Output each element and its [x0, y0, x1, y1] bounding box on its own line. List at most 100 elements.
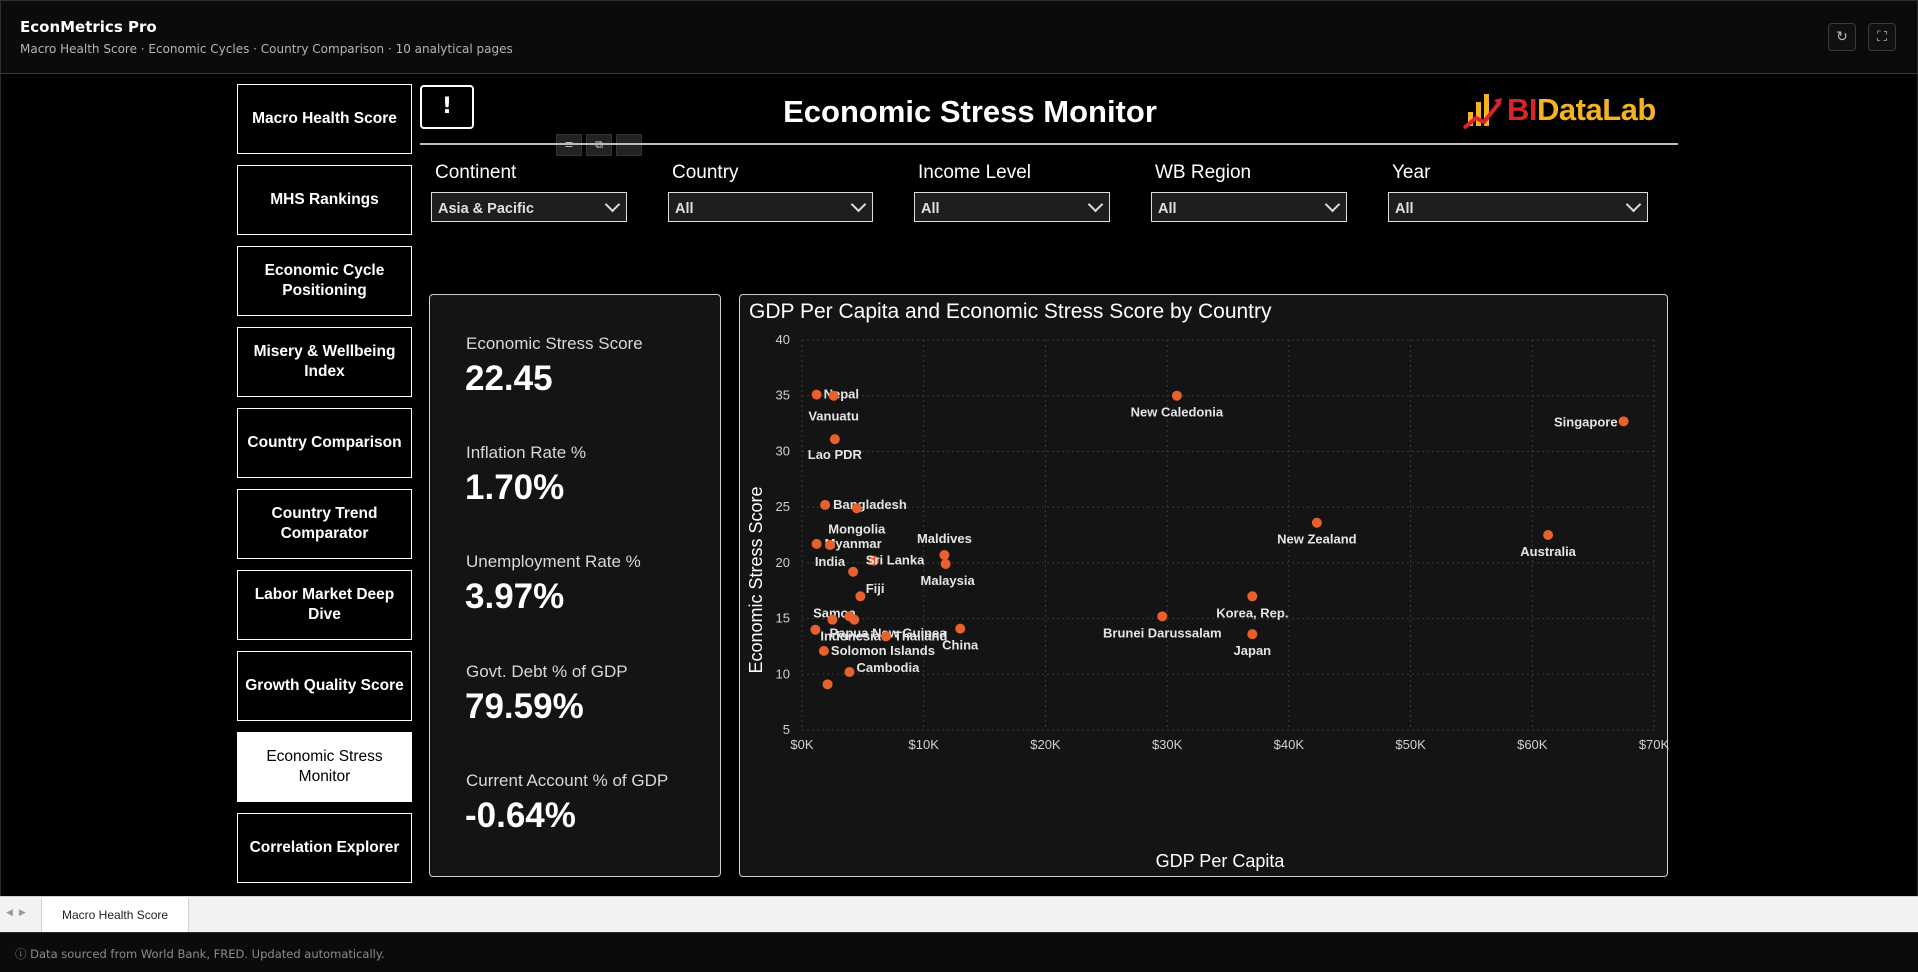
y-tick-label: 25: [776, 499, 790, 514]
x-tick-label: $0K: [790, 737, 813, 752]
focus-mode-icon[interactable]: ⧉: [586, 134, 612, 156]
kpi-label-current-account: Current Account % of GDP: [466, 771, 669, 790]
x-tick-label: $30K: [1152, 737, 1183, 752]
scatter-point[interactable]: [1247, 591, 1258, 602]
nav-button-misery-wellbeing-index[interactable]: Misery & Wellbeing Index: [237, 327, 412, 397]
filter-icon[interactable]: ≡: [556, 134, 582, 156]
kpi-label-unemployment: Unemployment Rate %: [466, 552, 641, 571]
point-label: Maldives: [917, 531, 972, 546]
scatter-point[interactable]: [1247, 629, 1258, 640]
scatter-point[interactable]: [848, 566, 859, 577]
nav-button-labor-market-deep-dive[interactable]: Labor Market Deep Dive: [237, 570, 412, 640]
scatter-chart-panel[interactable]: GDP Per Capita and Economic Stress Score…: [739, 294, 1669, 877]
scatter-point[interactable]: [829, 434, 840, 445]
kpi-value-stress-score: 22.45: [465, 359, 553, 398]
point-label: Indonesia: [820, 629, 881, 644]
kpi-value-current-account: -0.64%: [465, 796, 576, 835]
fullscreen-icon: ⛶: [1877, 29, 1887, 45]
scatter-point[interactable]: [939, 550, 950, 561]
nav-button-country-trend-comparator[interactable]: Country Trend Comparator: [237, 489, 412, 559]
kpi-panel: Economic Stress Score 22.45 Inflation Ra…: [429, 294, 721, 877]
scatter-point[interactable]: [880, 631, 891, 642]
scatter-point[interactable]: [810, 624, 821, 635]
scatter-point[interactable]: [1618, 416, 1629, 427]
point-label: Mongolia: [828, 521, 886, 536]
page-title: Economic Stress Monitor: [783, 94, 1157, 129]
nav-button-economic-stress-monitor[interactable]: Economic Stress Monitor: [237, 732, 412, 802]
y-tick-label: 30: [776, 443, 790, 458]
nav-button-macro-health-score[interactable]: Macro Health Score: [237, 84, 412, 154]
scatter-point[interactable]: [811, 538, 822, 549]
scatter-point[interactable]: [824, 540, 835, 551]
filter-dropdown-income-level[interactable]: All: [914, 192, 1110, 222]
x-tick-label: $60K: [1517, 737, 1548, 752]
scatter-point[interactable]: [1171, 390, 1182, 401]
y-tick-label: 40: [776, 332, 790, 347]
more-options-icon[interactable]: ···: [616, 134, 642, 156]
x-axis-label: GDP Per Capita: [1156, 851, 1286, 871]
footer: ⓘ Data sourced from World Bank, FRED. Up…: [0, 932, 1918, 972]
chart-grid: [801, 339, 1655, 731]
point-label: Cambodia: [856, 660, 920, 675]
filter-label-country: Country: [672, 162, 739, 183]
nav-button-economic-cycle-positioning[interactable]: Economic Cycle Positioning: [237, 246, 412, 316]
nav-button-correlation-explorer[interactable]: Correlation Explorer: [237, 813, 412, 883]
y-tick-label: 5: [783, 722, 790, 737]
scatter-point[interactable]: [828, 390, 839, 401]
kpi-value-govt-debt: 79.59%: [465, 687, 584, 726]
point-label: Lao PDR: [808, 447, 863, 462]
scatter-point[interactable]: [844, 667, 855, 678]
scatter-point[interactable]: [868, 555, 879, 566]
filter-label-income-level: Income Level: [918, 162, 1032, 183]
alert-button[interactable]: !: [420, 85, 474, 129]
point-label: Brunei Darussalam: [1103, 625, 1222, 640]
refresh-icon: ↻: [1836, 29, 1848, 45]
refresh-button[interactable]: ↻: [1828, 23, 1856, 51]
tab-macro-health-score[interactable]: Macro Health Score: [41, 897, 190, 933]
scatter-point[interactable]: [1543, 530, 1554, 540]
filter-value-country: All: [675, 201, 694, 217]
point-label: New Caledonia: [1131, 405, 1224, 420]
filter-dropdown-country[interactable]: All: [668, 192, 873, 222]
filter-dropdown-continent[interactable]: Asia & Pacific: [431, 192, 627, 222]
scatter-point[interactable]: [940, 558, 951, 569]
point-label: China: [942, 638, 979, 653]
nav-button-mhs-rankings[interactable]: MHS Rankings: [237, 165, 412, 235]
scatter-point[interactable]: [855, 591, 866, 602]
point-label: Malaysia: [921, 573, 976, 588]
filter-label-year: Year: [1392, 162, 1431, 183]
scatter-point[interactable]: [955, 623, 966, 634]
filter-dropdown-wb-region[interactable]: All: [1151, 192, 1347, 222]
tab-scroll-arrows[interactable]: ◀▶: [6, 908, 32, 918]
app-header: EconMetrics Pro Macro Health Score · Eco…: [0, 0, 1918, 74]
scatter-point[interactable]: [820, 499, 831, 510]
kpi-value-inflation: 1.70%: [465, 468, 565, 507]
filter-dropdown-year[interactable]: All: [1388, 192, 1648, 222]
footer-text: ⓘ Data sourced from World Bank, FRED. Up…: [15, 947, 385, 961]
scatter-point[interactable]: [827, 614, 838, 625]
point-label: Fiji: [866, 581, 885, 596]
scatter-point[interactable]: [849, 614, 860, 625]
scatter-point[interactable]: [1157, 611, 1168, 622]
nav-button-country-comparison[interactable]: Country Comparison: [237, 408, 412, 478]
logo-text: BIDataLab: [1507, 92, 1656, 128]
filter-value-continent: Asia & Pacific: [438, 201, 534, 217]
nav-button-growth-quality-score[interactable]: Growth Quality Score: [237, 651, 412, 721]
scatter-point[interactable]: [851, 503, 862, 514]
fullscreen-button[interactable]: ⛶: [1868, 23, 1896, 51]
y-tick-label: 10: [776, 666, 790, 681]
chevron-down-icon: [604, 196, 621, 213]
logo-chart-icon: [1462, 94, 1502, 130]
point-label: Thailand: [894, 628, 948, 643]
kpi-label-inflation: Inflation Rate %: [466, 443, 587, 462]
page-tab-bar: ◀▶ Macro Health Score: [0, 896, 1918, 933]
scatter-point[interactable]: [822, 679, 833, 690]
y-tick-label: 20: [776, 555, 790, 570]
y-tick-label: 35: [776, 388, 790, 403]
scatter-point[interactable]: [1311, 517, 1322, 528]
app-title: EconMetrics Pro: [20, 18, 157, 36]
scatter-point[interactable]: [811, 389, 822, 400]
scatter-point[interactable]: [818, 645, 829, 656]
x-axis-ticks: $0K $10K $20K $30K $40K $50K $60K $70K: [790, 737, 1669, 752]
